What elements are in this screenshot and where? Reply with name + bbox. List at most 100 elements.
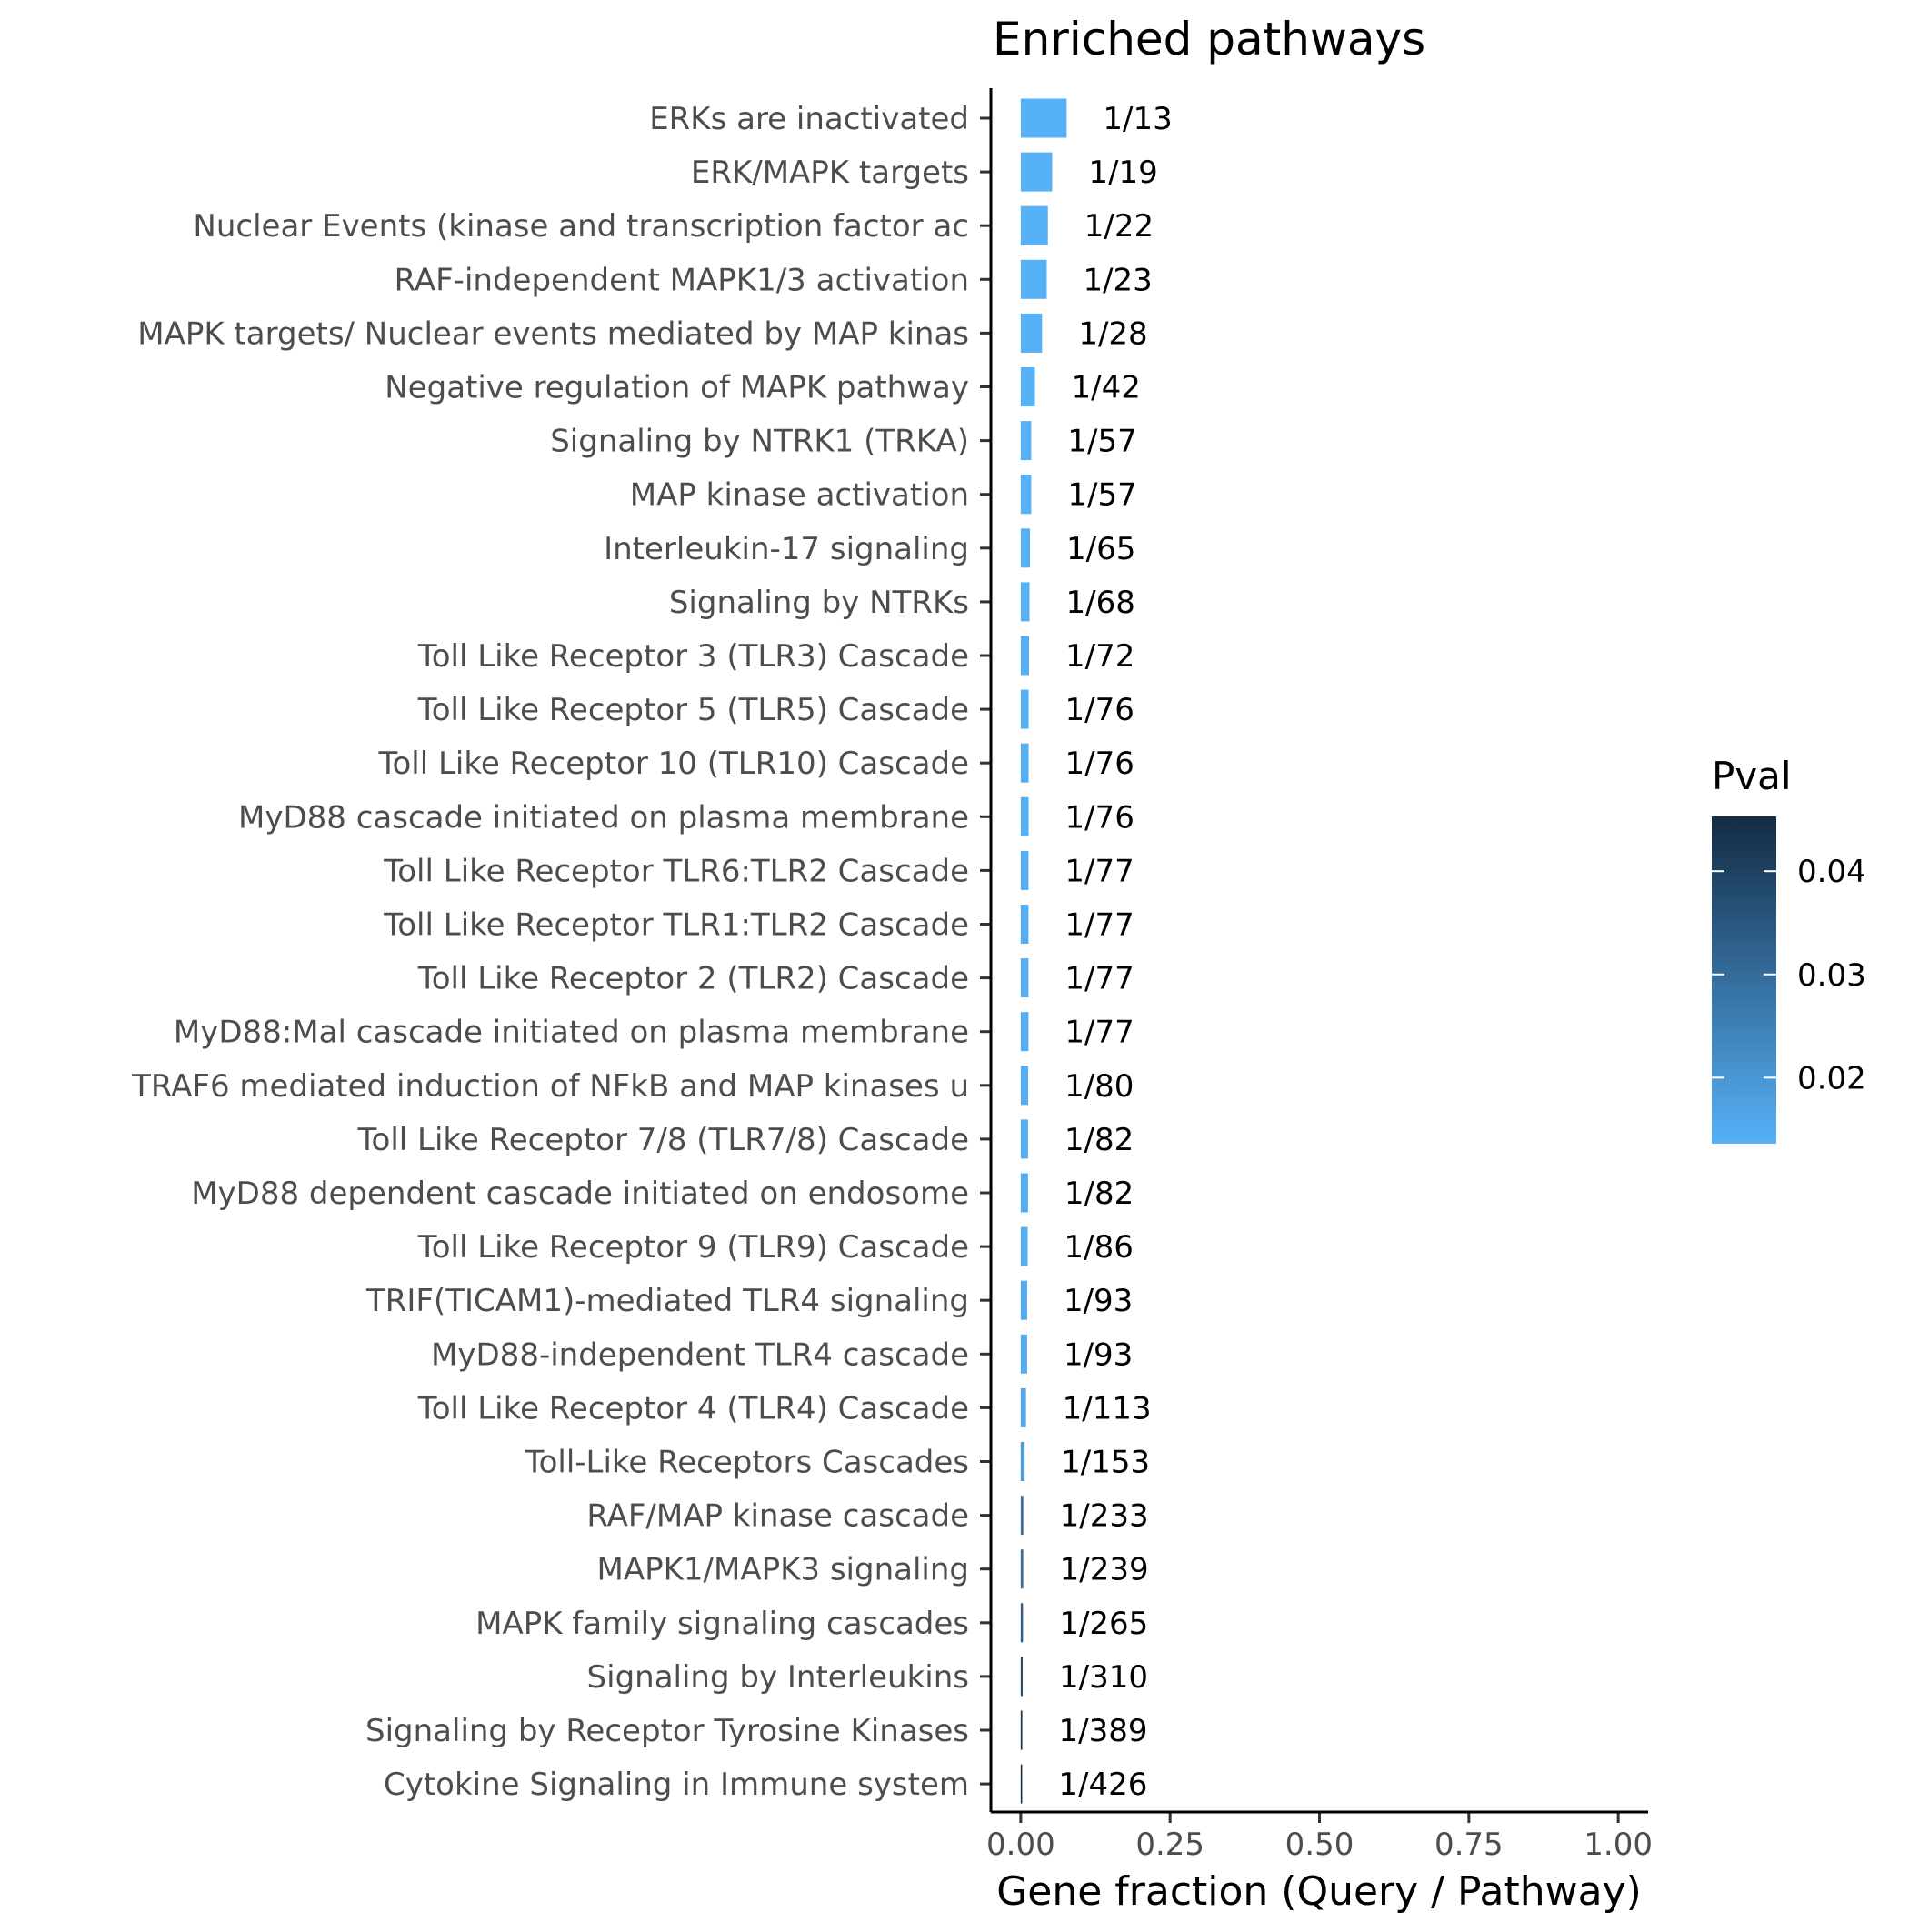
bar <box>1020 421 1032 461</box>
value-labels-layer: 1/13 1/19 1/22 1/23 1/28 1/42 1/57 1/57 1/65 1/68… <box>1058 101 1172 1803</box>
category-label: Signaling by NTRKs <box>669 585 969 621</box>
category-label: Toll Like Receptor 9 (TLR9) Cascade <box>417 1229 969 1266</box>
bar <box>1020 958 1029 998</box>
category-label: RAF/MAP kinase cascade <box>586 1498 969 1535</box>
bar-value-label: 1/310 <box>1059 1659 1148 1696</box>
category-label: MAPK family signaling cascades <box>475 1606 969 1642</box>
category-label: Toll-Like Receptors Cascades <box>525 1445 969 1481</box>
bar <box>1020 1387 1026 1427</box>
category-label: MyD88 dependent cascade initiated on end… <box>191 1176 969 1212</box>
bar-value-label: 1/68 <box>1066 585 1135 621</box>
bar <box>1020 850 1029 890</box>
bar <box>1020 905 1029 944</box>
category-label: MyD88 cascade initiated on plasma membra… <box>238 799 969 836</box>
bar-value-label: 1/65 <box>1066 531 1135 567</box>
category-label: RAF-independent MAPK1/3 activation <box>395 262 969 298</box>
legend: Pval 0.02 0.03 0.04 <box>1712 754 1866 1144</box>
bar-value-label: 1/389 <box>1059 1713 1148 1749</box>
bar-value-label: 1/77 <box>1064 1015 1134 1051</box>
x-tick-label: 0.75 <box>1434 1827 1504 1863</box>
bar <box>1020 367 1035 406</box>
legend-ticks-layer: 0.02 0.03 0.04 <box>1712 854 1866 1096</box>
bar-value-label: 1/82 <box>1064 1176 1134 1212</box>
category-label: Nuclear Events (kinase and transcription… <box>193 208 969 245</box>
bar-value-label: 1/153 <box>1061 1445 1150 1481</box>
category-label: Toll Like Receptor 3 (TLR3) Cascade <box>417 638 969 675</box>
category-label: Cytokine Signaling in Immune system <box>384 1767 969 1803</box>
bar <box>1020 1119 1028 1159</box>
bar-value-label: 1/239 <box>1060 1552 1149 1588</box>
category-label: MAPK targets/ Nuclear events mediated by… <box>137 315 969 352</box>
bar-value-label: 1/57 <box>1067 424 1136 460</box>
legend-colorbar <box>1712 816 1776 1144</box>
bar <box>1020 313 1043 353</box>
bar <box>1020 1226 1028 1266</box>
category-label: Interleukin-17 signaling <box>604 531 969 567</box>
category-label: TRIF(TICAM1)-mediated TLR4 signaling <box>365 1283 969 1319</box>
bar-value-label: 1/76 <box>1065 799 1134 836</box>
bar-value-label: 1/82 <box>1064 1122 1134 1158</box>
y-ticks-layer <box>980 116 991 1786</box>
bar <box>1020 1173 1028 1213</box>
bar-value-label: 1/57 <box>1067 477 1136 514</box>
category-label: Toll Like Receptor 5 (TLR5) Cascade <box>417 692 969 728</box>
x-tick-label: 0.25 <box>1135 1827 1204 1863</box>
bar <box>1020 796 1029 836</box>
bar-value-label: 1/22 <box>1084 208 1154 245</box>
category-label: Signaling by Interleukins <box>587 1659 969 1696</box>
bar-value-label: 1/76 <box>1065 692 1134 728</box>
bar-value-label: 1/113 <box>1063 1390 1152 1426</box>
category-label: MAP kinase activation <box>630 477 969 514</box>
category-label: Signaling by Receptor Tyrosine Kinases <box>365 1713 969 1749</box>
bar <box>1020 205 1048 245</box>
bar <box>1020 1603 1024 1643</box>
bar <box>1020 1496 1024 1536</box>
category-label: Toll Like Receptor 4 (TLR4) Cascade <box>417 1390 969 1426</box>
category-label: Toll Like Receptor 2 (TLR2) Cascade <box>417 961 969 997</box>
category-label: Signaling by NTRK1 (TRKA) <box>550 424 969 460</box>
bar-value-label: 1/23 <box>1083 262 1152 298</box>
bar <box>1020 1012 1029 1052</box>
category-label: MyD88:Mal cascade initiated on plasma me… <box>174 1015 969 1051</box>
category-label: ERK/MAPK targets <box>691 155 969 191</box>
legend-tick-label: 0.03 <box>1797 957 1866 994</box>
category-label: Toll Like Receptor 7/8 (TLR7/8) Cascade <box>357 1122 969 1158</box>
bar-value-label: 1/77 <box>1064 961 1134 997</box>
category-label: ERKs are inactivated <box>649 101 969 137</box>
bars-layer <box>1020 98 1067 1804</box>
bar <box>1020 1657 1023 1697</box>
bar-value-label: 1/72 <box>1065 638 1134 675</box>
category-label: Toll Like Receptor 10 (TLR10) Cascade <box>377 746 969 782</box>
bar-value-label: 1/28 <box>1078 315 1147 352</box>
bar <box>1020 1066 1029 1106</box>
bar <box>1020 152 1053 192</box>
bar <box>1020 582 1030 622</box>
category-label: Toll Like Receptor TLR6:TLR2 Cascade <box>383 853 969 889</box>
bar <box>1020 1764 1023 1804</box>
category-label: Toll Like Receptor TLR1:TLR2 Cascade <box>383 907 969 944</box>
x-tick-label: 0.50 <box>1285 1827 1354 1863</box>
chart-title: Enriched pathways <box>993 13 1425 65</box>
bar <box>1020 636 1029 676</box>
category-labels-layer: ERKs are inactivated ERK/MAPK targets Nucl… <box>131 101 969 1803</box>
bar-value-label: 1/42 <box>1072 370 1141 406</box>
bar <box>1020 689 1029 729</box>
category-label: MyD88-independent TLR4 cascade <box>431 1336 969 1373</box>
bar-value-label: 1/77 <box>1064 907 1134 944</box>
bar-value-label: 1/77 <box>1064 853 1134 889</box>
bar-value-label: 1/13 <box>1103 101 1172 137</box>
bar <box>1020 1334 1027 1374</box>
bar <box>1020 1280 1027 1320</box>
bar-value-label: 1/76 <box>1065 746 1134 782</box>
bar-value-label: 1/80 <box>1064 1068 1134 1105</box>
bar-value-label: 1/233 <box>1060 1498 1149 1535</box>
bar <box>1020 528 1030 568</box>
bar-value-label: 1/86 <box>1064 1229 1133 1266</box>
bar <box>1020 1442 1025 1481</box>
bar-value-label: 1/426 <box>1058 1767 1147 1803</box>
x-tick-label: 0.00 <box>986 1827 1055 1863</box>
x-tick-label: 1.00 <box>1584 1827 1653 1863</box>
bar-value-label: 1/93 <box>1064 1336 1133 1373</box>
x-ticks-layer: 0.00 0.25 0.50 0.75 1.00 <box>986 1812 1653 1863</box>
